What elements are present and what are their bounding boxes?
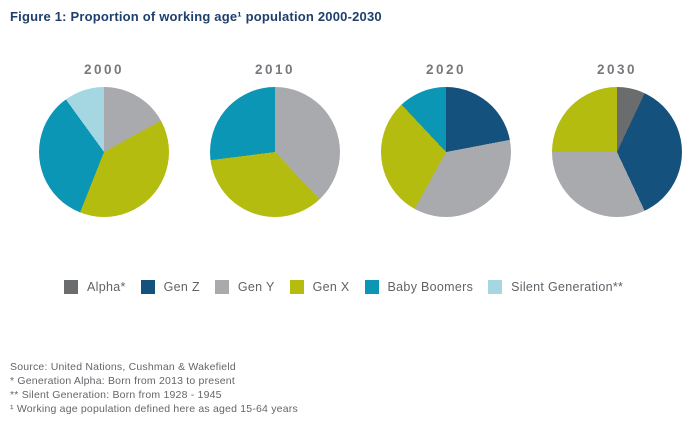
legend-swatch bbox=[488, 280, 503, 294]
figure-title: Figure 1: Proportion of working age¹ pop… bbox=[10, 9, 382, 24]
footnote-line: Source: United Nations, Cushman & Wakefi… bbox=[10, 361, 236, 373]
legend-item-alpha: Alpha* bbox=[64, 280, 126, 294]
pie-group-2010: 2010 bbox=[210, 62, 340, 217]
pie-year-label: 2010 bbox=[254, 62, 296, 77]
legend-label: Gen X bbox=[312, 280, 350, 294]
footnote-line: ¹ Working age population defined here as… bbox=[10, 403, 298, 415]
pie-chart-2030 bbox=[552, 87, 682, 217]
legend-item-baby-boomers: Baby Boomers bbox=[364, 280, 474, 294]
legend-item-gen-y: Gen Y bbox=[214, 280, 275, 294]
pie-chart-2020 bbox=[381, 87, 511, 217]
footnotes: Source: United Nations, Cushman & Wakefi… bbox=[10, 360, 298, 416]
legend: Alpha* Gen Z Gen Y Gen X Baby Boomers Silent … bbox=[64, 280, 623, 294]
pie-group-2020: 2020 bbox=[381, 62, 511, 217]
legend-swatch bbox=[289, 280, 304, 294]
legend-label: Silent Generation** bbox=[511, 280, 624, 294]
pie-year-label: 2020 bbox=[425, 62, 467, 77]
pie-year-label: 2030 bbox=[596, 62, 638, 77]
legend-item-silent-generation: Silent Generation** bbox=[488, 280, 623, 294]
legend-label: Baby Boomers bbox=[387, 280, 474, 294]
legend-swatch bbox=[364, 280, 379, 294]
footnote-line: ** Silent Generation: Born from 1928 - 1… bbox=[10, 389, 222, 401]
legend-swatch bbox=[64, 280, 78, 294]
legend-item-gen-z: Gen Z bbox=[140, 280, 200, 294]
pie-chart-2010 bbox=[210, 87, 340, 217]
pie-charts-row: 2000 2010 2020 2030 bbox=[39, 62, 682, 217]
pie-group-2000: 2000 bbox=[39, 62, 169, 217]
legend-label: Gen Y bbox=[237, 280, 275, 294]
legend-label: Alpha* bbox=[87, 280, 126, 294]
legend-swatch bbox=[214, 280, 229, 294]
legend-swatch bbox=[140, 280, 155, 294]
legend-label: Gen Z bbox=[163, 280, 200, 294]
pie-group-2030: 2030 bbox=[552, 62, 682, 217]
pie-chart-2000 bbox=[39, 87, 169, 217]
footnote-line: * Generation Alpha: Born from 2013 to pr… bbox=[10, 375, 235, 387]
pie-year-label: 2000 bbox=[83, 62, 125, 77]
legend-item-gen-x: Gen X bbox=[289, 280, 350, 294]
